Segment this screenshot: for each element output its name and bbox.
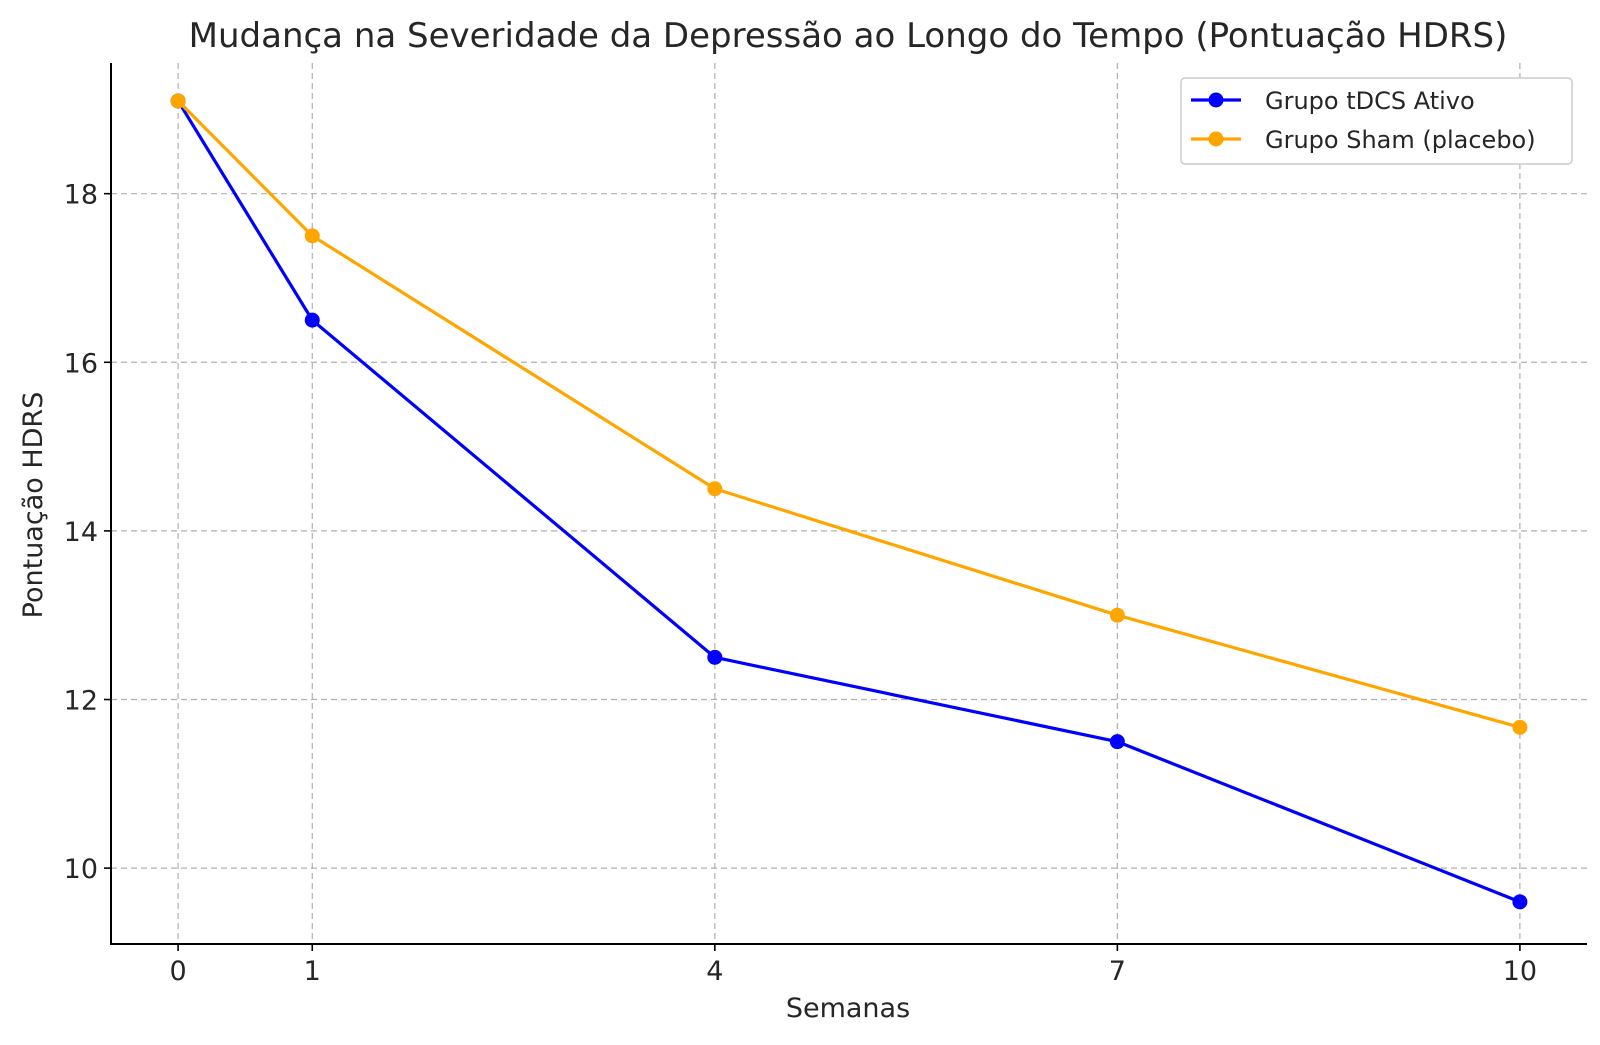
y-tick-label: 18 (64, 180, 98, 211)
data-point (1512, 719, 1528, 735)
data-point (170, 93, 186, 109)
series-line (176, 99, 1522, 904)
legend-item-tdcs: Grupo tDCS Ativo (1191, 87, 1475, 115)
series-tdcs-ativo (170, 93, 1528, 910)
data-point (1109, 734, 1125, 750)
series-line (176, 99, 1522, 729)
chart-title: Mudança na Severidade da Depressão ao Lo… (189, 16, 1508, 56)
legend: Grupo tDCS Ativo Grupo Sham (placebo) (1180, 77, 1573, 165)
legend-item-sham: Grupo Sham (placebo) (1191, 126, 1536, 154)
series-layer (170, 93, 1528, 910)
y-tick-label: 12 (64, 686, 98, 717)
series-sham-placebo (170, 93, 1528, 735)
axes (110, 63, 1587, 945)
x-tick-label: 10 (1503, 956, 1537, 987)
y-axis-label: Pontuação HDRS (18, 392, 49, 619)
y-tick-label: 10 (64, 854, 98, 885)
grid (111, 63, 1587, 944)
x-tick-label: 7 (1109, 956, 1126, 987)
data-point (1109, 607, 1125, 623)
legend-box (1180, 77, 1573, 165)
legend-marker-sham (1208, 131, 1224, 147)
x-axis-label: Semanas (786, 993, 910, 1024)
x-tick-label: 4 (706, 956, 723, 987)
y-tick-label: 16 (64, 348, 98, 379)
legend-label-sham: Grupo Sham (placebo) (1265, 126, 1536, 154)
data-point (1512, 894, 1528, 910)
x-tick-label: 1 (304, 956, 321, 987)
data-point (707, 481, 723, 497)
x-tick-label: 0 (169, 956, 186, 987)
legend-marker-tdcs (1208, 92, 1224, 108)
legend-label-tdcs: Grupo tDCS Ativo (1265, 87, 1475, 115)
data-point (304, 228, 320, 244)
data-point (304, 312, 320, 328)
y-tick-label: 14 (64, 517, 98, 548)
data-point (707, 649, 723, 665)
